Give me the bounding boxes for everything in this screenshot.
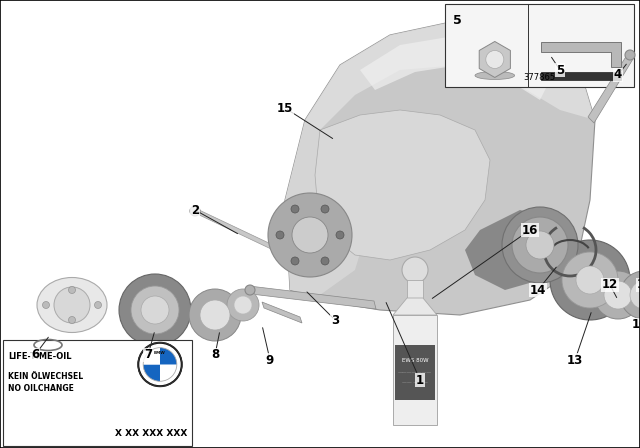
- Circle shape: [291, 205, 299, 213]
- Circle shape: [227, 289, 259, 321]
- Wedge shape: [160, 365, 177, 381]
- Polygon shape: [193, 209, 292, 257]
- Text: 9: 9: [266, 353, 274, 366]
- Circle shape: [336, 231, 344, 239]
- Text: 5: 5: [453, 14, 461, 27]
- Polygon shape: [285, 20, 595, 315]
- Polygon shape: [262, 302, 302, 323]
- Circle shape: [292, 217, 328, 253]
- Polygon shape: [588, 55, 633, 123]
- Text: 5: 5: [556, 64, 564, 77]
- Circle shape: [550, 240, 630, 320]
- Circle shape: [562, 252, 618, 308]
- Text: 12: 12: [602, 279, 618, 292]
- Circle shape: [620, 271, 640, 319]
- Circle shape: [526, 231, 554, 259]
- Circle shape: [594, 271, 640, 319]
- Circle shape: [138, 342, 182, 387]
- Circle shape: [630, 281, 640, 309]
- Circle shape: [502, 207, 578, 283]
- Text: 13: 13: [567, 353, 583, 366]
- Polygon shape: [315, 110, 490, 260]
- Polygon shape: [393, 298, 437, 315]
- Text: —— ———: —— ———: [402, 380, 428, 385]
- Text: LIFE-TIME-OIL: LIFE-TIME-OIL: [8, 353, 72, 362]
- Circle shape: [321, 205, 329, 213]
- Circle shape: [268, 193, 352, 277]
- Circle shape: [604, 281, 632, 309]
- Text: 1: 1: [416, 374, 424, 387]
- Circle shape: [321, 257, 329, 265]
- Bar: [393, 315, 437, 425]
- Circle shape: [276, 231, 284, 239]
- Text: 6: 6: [31, 349, 39, 362]
- Wedge shape: [143, 365, 160, 381]
- Text: 2: 2: [191, 203, 199, 216]
- Text: ———————: ———————: [398, 370, 432, 375]
- Text: X XX XXX XXX: X XX XXX XXX: [115, 429, 187, 438]
- Wedge shape: [160, 348, 177, 365]
- Polygon shape: [465, 210, 560, 290]
- Circle shape: [512, 217, 568, 273]
- Text: 8: 8: [211, 349, 219, 362]
- Circle shape: [54, 287, 90, 323]
- Text: BMW: BMW: [154, 352, 166, 355]
- Text: 11: 11: [637, 279, 640, 292]
- Text: 10: 10: [632, 319, 640, 332]
- Text: KEIN ÖLWECHSEL: KEIN ÖLWECHSEL: [8, 372, 83, 382]
- Text: 14: 14: [530, 284, 546, 297]
- Circle shape: [68, 287, 76, 293]
- Text: 4: 4: [614, 69, 622, 82]
- Polygon shape: [360, 35, 550, 100]
- Circle shape: [131, 286, 179, 334]
- Text: EWS 80W: EWS 80W: [402, 358, 428, 363]
- Circle shape: [190, 206, 200, 216]
- Bar: [3, 340, 192, 446]
- Circle shape: [625, 50, 635, 60]
- Circle shape: [576, 266, 604, 294]
- Circle shape: [486, 51, 504, 69]
- Text: 15: 15: [277, 102, 293, 115]
- Text: 3: 3: [331, 314, 339, 327]
- Bar: [541, 73, 621, 81]
- Circle shape: [189, 289, 241, 341]
- Text: 377865: 377865: [523, 73, 556, 82]
- Ellipse shape: [37, 277, 107, 332]
- Text: NO OILCHANGE: NO OILCHANGE: [8, 384, 74, 393]
- Circle shape: [42, 302, 49, 309]
- Circle shape: [95, 302, 102, 309]
- Polygon shape: [479, 42, 510, 78]
- Bar: [407, 280, 423, 298]
- Circle shape: [234, 296, 252, 314]
- Text: 16: 16: [522, 224, 538, 237]
- Circle shape: [200, 300, 230, 330]
- Bar: [445, 4, 634, 87]
- Polygon shape: [541, 43, 621, 68]
- Circle shape: [245, 285, 255, 295]
- Text: 7: 7: [144, 349, 152, 362]
- Polygon shape: [530, 70, 595, 300]
- Ellipse shape: [475, 72, 515, 79]
- Bar: [395, 345, 435, 400]
- Circle shape: [141, 296, 169, 324]
- Circle shape: [291, 257, 299, 265]
- Wedge shape: [143, 348, 160, 365]
- Polygon shape: [285, 120, 370, 295]
- Circle shape: [119, 274, 191, 346]
- Circle shape: [68, 316, 76, 323]
- Polygon shape: [305, 20, 595, 130]
- Circle shape: [402, 257, 428, 283]
- Circle shape: [140, 345, 180, 384]
- Polygon shape: [249, 286, 376, 309]
